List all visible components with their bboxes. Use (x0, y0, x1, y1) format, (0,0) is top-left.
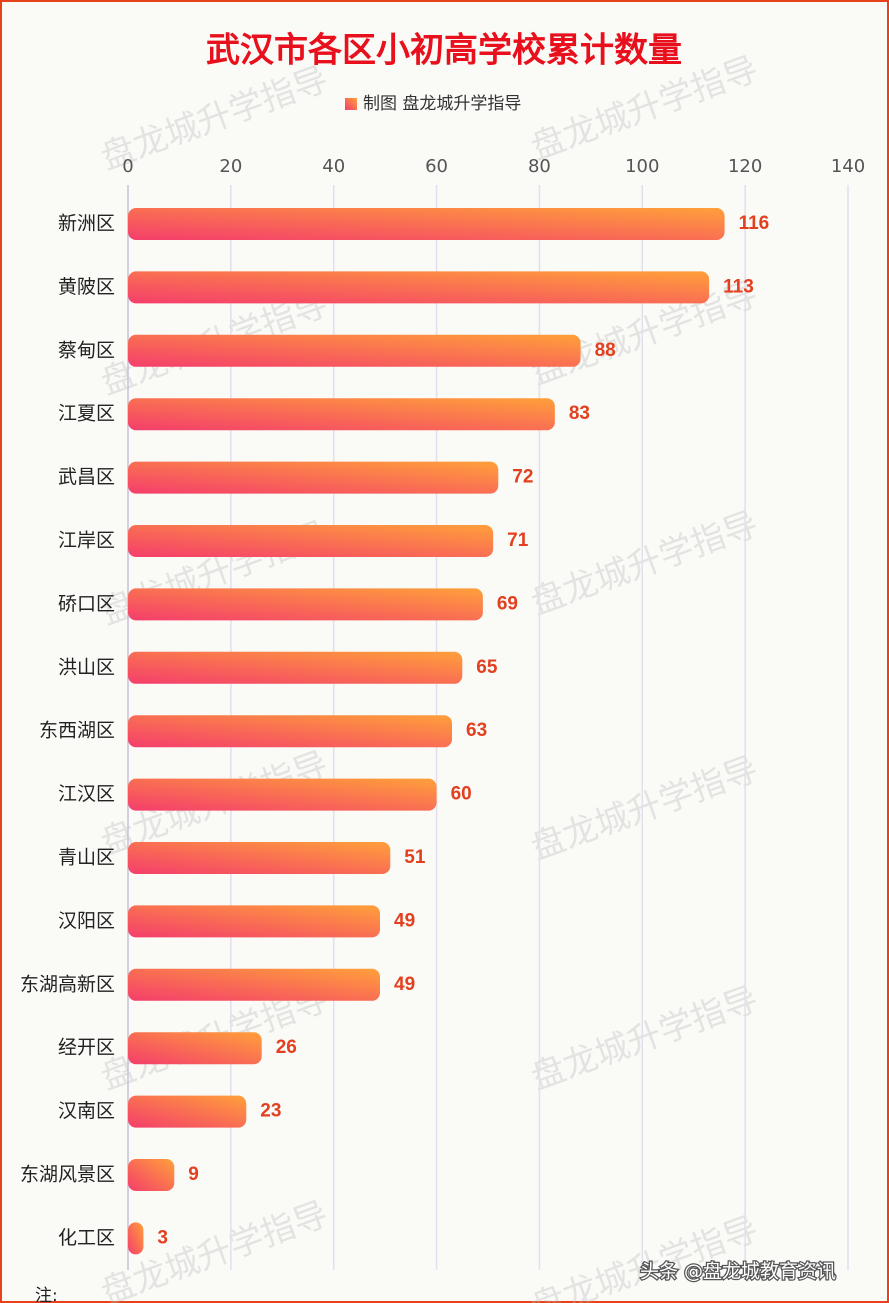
bar (128, 1222, 144, 1255)
legend-label: 制图 盘龙城升学指导 (363, 94, 521, 114)
value-label: 83 (569, 403, 590, 424)
value-label: 9 (188, 1164, 199, 1185)
bar (128, 1159, 175, 1191)
y-tick-label: 江汉区 (58, 783, 115, 805)
bar (128, 1032, 262, 1065)
value-label: 3 (157, 1227, 168, 1248)
y-tick-label: 武昌区 (58, 466, 115, 488)
bar (128, 715, 452, 748)
value-label: 69 (497, 593, 518, 614)
x-tick-label: 120 (728, 156, 762, 177)
bar (128, 271, 710, 304)
x-tick-label: 80 (528, 156, 551, 177)
value-label: 113 (723, 276, 754, 297)
y-tick-label: 东湖高新区 (20, 973, 115, 995)
value-label: 49 (394, 910, 415, 931)
value-label: 71 (507, 530, 529, 551)
value-label: 116 (739, 213, 770, 234)
bar (128, 905, 380, 938)
bar (128, 208, 725, 240)
bar (128, 651, 463, 684)
value-label: 88 (595, 340, 616, 361)
y-tick-label: 洪山区 (58, 656, 115, 678)
bar (128, 842, 391, 874)
bar (128, 398, 555, 431)
value-label: 65 (476, 657, 498, 678)
bar (128, 334, 581, 367)
x-tick-label: 0 (122, 156, 133, 177)
y-tick-label: 黄陂区 (58, 276, 115, 298)
note: 注: (35, 1286, 58, 1303)
value-label: 63 (466, 720, 487, 741)
value-label: 49 (394, 974, 415, 995)
bar (128, 588, 483, 621)
bar (128, 525, 494, 557)
chart-title: 武汉市各区小初高学校累计数量 (206, 31, 682, 71)
bar (128, 1095, 247, 1128)
y-tick-label: 汉南区 (58, 1100, 115, 1122)
y-tick-label: 经开区 (58, 1037, 115, 1059)
bar (128, 461, 499, 494)
value-label: 26 (276, 1037, 297, 1058)
y-tick-label: 化工区 (58, 1227, 115, 1249)
x-tick-label: 140 (831, 156, 865, 177)
y-tick-label: 东西湖区 (39, 720, 115, 742)
bar (128, 968, 380, 1001)
y-tick-label: 江夏区 (58, 403, 115, 425)
legend-swatch (345, 98, 357, 110)
footer: 头条 @盘龙城教育资讯 (640, 1261, 836, 1283)
y-tick-label: 江岸区 (58, 530, 115, 552)
x-tick-label: 40 (322, 156, 345, 177)
y-tick-label: 青山区 (58, 847, 115, 869)
y-tick-label: 硚口区 (58, 593, 115, 615)
x-tick-label: 100 (625, 156, 659, 177)
y-tick-label: 新洲区 (58, 213, 115, 235)
value-label: 60 (451, 784, 472, 805)
bar (128, 778, 437, 811)
y-tick-label: 蔡甸区 (58, 339, 115, 361)
value-label: 23 (260, 1101, 281, 1122)
value-label: 72 (512, 467, 533, 488)
x-tick-label: 20 (219, 156, 242, 177)
value-label: 51 (404, 847, 426, 868)
y-tick-label: 东湖风景区 (20, 1164, 115, 1186)
x-tick-label: 60 (425, 156, 448, 177)
y-tick-label: 汉阳区 (58, 910, 115, 932)
